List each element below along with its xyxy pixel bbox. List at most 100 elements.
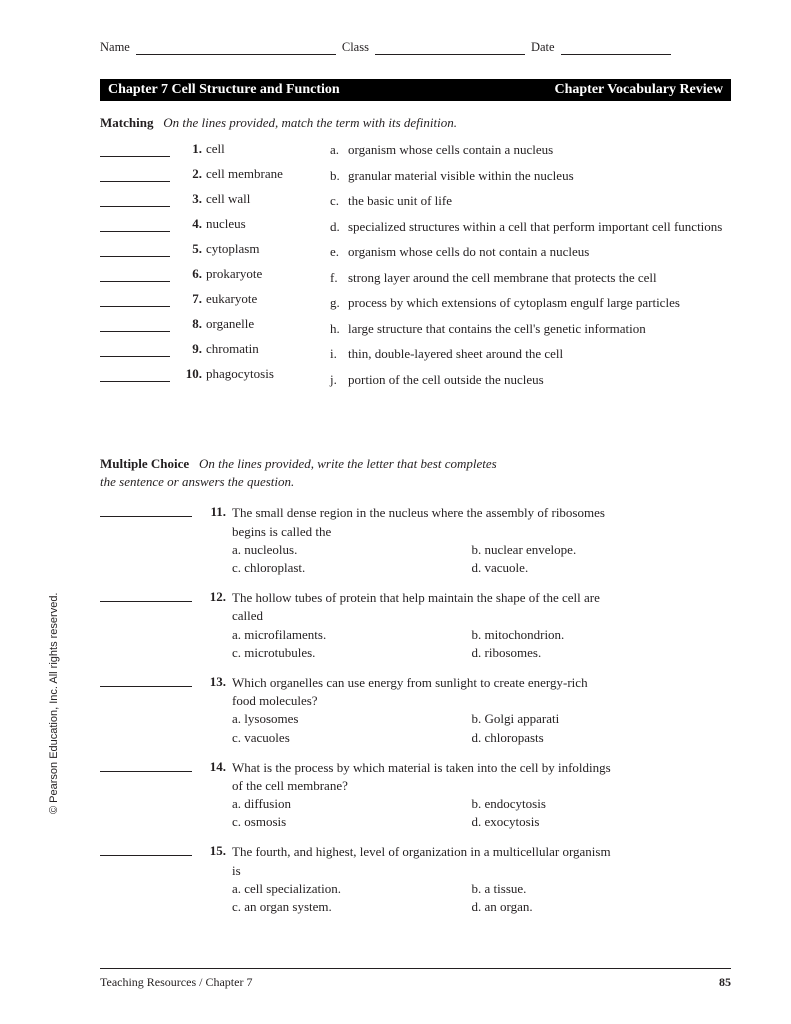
mc-option: c. osmosis [232, 813, 472, 831]
name-label: Name [100, 40, 130, 55]
mc-section: 11.The small dense region in the nucleus… [100, 504, 731, 916]
matching-defs-column: a.organism whose cells contain a nucleus… [330, 141, 731, 396]
matching-answer-line[interactable] [100, 319, 170, 332]
def-letter: e. [330, 243, 348, 261]
term-number: 2. [180, 166, 202, 182]
matching-term-row: 1.cell [100, 141, 310, 157]
mc-heading: Multiple Choice On the lines provided, w… [100, 456, 731, 472]
mc-option: b. mitochondrion. [472, 626, 712, 644]
mc-answer-line[interactable] [100, 589, 192, 602]
matching-def-row: i.thin, double-layered sheet around the … [330, 345, 731, 363]
mc-answer-line[interactable] [100, 759, 192, 772]
term-text: eukaryote [206, 291, 257, 307]
mc-options: a. nucleolus.b. nuclear envelope.c. chlo… [232, 541, 731, 577]
term-number: 5. [180, 241, 202, 257]
term-number: 9. [180, 341, 202, 357]
footer-left: Teaching Resources / Chapter 7 [100, 975, 252, 990]
matching-term-row: 10.phagocytosis [100, 366, 310, 382]
mc-option: b. Golgi apparati [472, 710, 712, 728]
matching-heading-bold: Matching [100, 115, 153, 130]
mc-option: b. nuclear envelope. [472, 541, 712, 559]
term-number: 10. [180, 366, 202, 382]
term-number: 7. [180, 291, 202, 307]
mc-number: 13. [202, 674, 226, 747]
mc-number: 14. [202, 759, 226, 832]
term-text: cell membrane [206, 166, 283, 182]
mc-option: b. a tissue. [472, 880, 712, 898]
date-input-line[interactable] [561, 41, 671, 55]
matching-answer-line[interactable] [100, 344, 170, 357]
mc-answer-line[interactable] [100, 504, 192, 517]
matching-heading: Matching On the lines provided, match th… [100, 115, 731, 131]
matching-term-row: 2.cell membrane [100, 166, 310, 182]
mc-options: a. microfilaments.b. mitochondrion.c. mi… [232, 626, 731, 662]
mc-body: The fourth, and highest, level of organi… [232, 843, 731, 916]
term-text: cell wall [206, 191, 250, 207]
mc-heading-ital-2: the sentence or answers the question. [100, 474, 294, 489]
matching-answer-line[interactable] [100, 269, 170, 282]
mc-option: d. an organ. [472, 898, 712, 916]
matching-answer-line[interactable] [100, 169, 170, 182]
mc-option: d. ribosomes. [472, 644, 712, 662]
term-text: chromatin [206, 341, 259, 357]
def-text: thin, double-layered sheet around the ce… [348, 345, 731, 363]
matching-def-row: f.strong layer around the cell membrane … [330, 269, 731, 287]
mc-stem: Which organelles can use energy from sun… [232, 674, 612, 710]
mc-answer-line[interactable] [100, 843, 192, 856]
matching-term-row: 9.chromatin [100, 341, 310, 357]
matching-answer-line[interactable] [100, 219, 170, 232]
mc-options: a. lysosomesb. Golgi apparatic. vacuoles… [232, 710, 731, 746]
mc-option: c. vacuoles [232, 729, 472, 747]
matching-term-row: 4.nucleus [100, 216, 310, 232]
mc-question: 12.The hollow tubes of protein that help… [100, 589, 731, 662]
mc-body: The small dense region in the nucleus wh… [232, 504, 731, 577]
def-text: specialized structures within a cell tha… [348, 218, 731, 236]
def-letter: f. [330, 269, 348, 287]
term-text: organelle [206, 316, 254, 332]
def-text: organism whose cells contain a nucleus [348, 141, 731, 159]
def-text: process by which extensions of cytoplasm… [348, 294, 731, 312]
matching-answer-line[interactable] [100, 194, 170, 207]
mc-body: Which organelles can use energy from sun… [232, 674, 731, 747]
matching-answer-line[interactable] [100, 144, 170, 157]
def-letter: c. [330, 192, 348, 210]
def-letter: d. [330, 218, 348, 236]
mc-options: a. cell specialization.b. a tissue.c. an… [232, 880, 731, 916]
def-text: portion of the cell outside the nucleus [348, 371, 731, 389]
class-input-line[interactable] [375, 41, 525, 55]
matching-def-row: e.organism whose cells do not contain a … [330, 243, 731, 261]
matching-term-row: 5.cytoplasm [100, 241, 310, 257]
matching-term-row: 7.eukaryote [100, 291, 310, 307]
def-text: granular material visible within the nuc… [348, 167, 731, 185]
matching-answer-line[interactable] [100, 369, 170, 382]
matching-answer-line[interactable] [100, 244, 170, 257]
mc-heading-line2: the sentence or answers the question. [100, 474, 731, 490]
mc-option: c. an organ system. [232, 898, 472, 916]
mc-question: 11.The small dense region in the nucleus… [100, 504, 731, 577]
mc-heading-bold: Multiple Choice [100, 456, 189, 471]
mc-number: 11. [202, 504, 226, 577]
def-text: the basic unit of life [348, 192, 731, 210]
mc-number: 12. [202, 589, 226, 662]
term-number: 1. [180, 141, 202, 157]
name-input-line[interactable] [136, 41, 336, 55]
matching-term-row: 8.organelle [100, 316, 310, 332]
matching-answer-line[interactable] [100, 294, 170, 307]
class-label: Class [342, 40, 369, 55]
def-letter: j. [330, 371, 348, 389]
mc-stem: The small dense region in the nucleus wh… [232, 504, 612, 540]
mc-option: c. chloroplast. [232, 559, 472, 577]
matching-def-row: d.specialized structures within a cell t… [330, 218, 731, 236]
matching-heading-ital: On the lines provided, match the term wi… [163, 115, 457, 130]
term-number: 3. [180, 191, 202, 207]
mc-question: 13.Which organelles can use energy from … [100, 674, 731, 747]
mc-answer-line[interactable] [100, 674, 192, 687]
def-text: large structure that contains the cell's… [348, 320, 731, 338]
mc-stem: What is the process by which material is… [232, 759, 612, 795]
mc-heading-ital-1: On the lines provided, write the letter … [199, 456, 497, 471]
mc-question: 14.What is the process by which material… [100, 759, 731, 832]
chapter-title-right: Chapter Vocabulary Review [554, 82, 723, 98]
mc-option: d. exocytosis [472, 813, 712, 831]
header-fields: Name Class Date [100, 40, 731, 55]
mc-question: 15.The fourth, and highest, level of org… [100, 843, 731, 916]
